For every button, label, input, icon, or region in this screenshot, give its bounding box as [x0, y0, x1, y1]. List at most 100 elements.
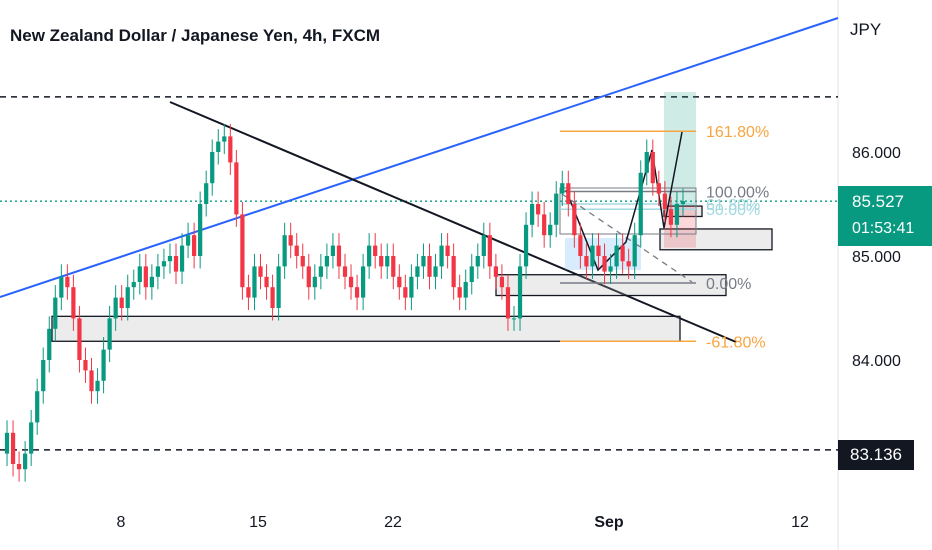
candle — [481, 235, 486, 256]
candle — [77, 318, 82, 360]
candle — [566, 183, 571, 204]
x-tick-label: 12 — [791, 514, 809, 531]
candle — [656, 183, 661, 194]
fibonacci-tool: 161.80% 100.00%61.80%50.00% 0.00% -61.80% — [51, 92, 773, 351]
candle — [433, 266, 438, 277]
candle — [336, 245, 342, 267]
candle — [644, 152, 649, 173]
candle — [354, 287, 360, 298]
candle — [421, 256, 426, 267]
candle — [83, 360, 88, 371]
candle — [367, 245, 372, 267]
candle — [89, 370, 94, 392]
candle — [4, 432, 10, 454]
candle — [324, 256, 330, 267]
current-price: 85.527 — [852, 192, 904, 211]
y-tick-label: 86.000 — [852, 145, 901, 162]
candle — [41, 360, 46, 392]
candle — [668, 209, 674, 225]
candle — [95, 380, 100, 392]
level-price-tag: 83.136 — [838, 440, 914, 470]
candle — [59, 276, 64, 298]
candle — [53, 297, 58, 329]
candle — [101, 349, 106, 381]
candle — [620, 245, 625, 262]
x-tick-label: 8 — [117, 514, 126, 531]
candle — [131, 282, 136, 288]
candle — [300, 256, 305, 267]
time-axis: 8 15 22 Sep 12 — [117, 514, 809, 531]
candle — [409, 276, 414, 298]
candle — [23, 453, 28, 470]
candle — [590, 245, 595, 267]
candle — [560, 183, 565, 194]
candle — [198, 204, 203, 256]
candle — [614, 245, 619, 267]
candle — [318, 266, 323, 277]
candle — [216, 141, 221, 152]
candle — [210, 152, 215, 184]
candle — [626, 261, 631, 267]
candle — [517, 266, 523, 319]
currency-unit: JPY — [850, 20, 882, 39]
candle — [403, 287, 408, 298]
trendlines — [0, 17, 839, 451]
fib-level-label: 100.00% — [706, 185, 769, 202]
chart-title: New Zealand Dollar / Japanese Yen, 4h, F… — [10, 26, 381, 45]
candle — [632, 235, 637, 267]
x-tick-label: 22 — [384, 514, 402, 531]
candle — [137, 266, 142, 282]
candle — [523, 224, 529, 267]
candle — [373, 245, 378, 256]
candle — [312, 276, 317, 288]
candle — [258, 266, 263, 277]
candle — [10, 432, 16, 464]
fib-level-label: 0.00% — [706, 276, 751, 293]
x-tick-label: Sep — [594, 514, 624, 531]
candle — [185, 235, 191, 246]
candle — [179, 245, 185, 272]
candle — [397, 276, 402, 288]
candle — [427, 256, 432, 277]
candle — [499, 276, 505, 288]
candle — [536, 204, 541, 215]
candle — [469, 266, 474, 282]
candle — [662, 193, 667, 210]
candle — [71, 287, 76, 319]
candle — [348, 276, 354, 288]
fib-level-label: 61.80% — [706, 197, 760, 214]
candle — [379, 256, 384, 267]
candle — [204, 183, 209, 204]
candle — [288, 235, 293, 246]
candle — [360, 266, 366, 298]
bar-countdown: 01:53:41 — [852, 220, 915, 237]
candle — [415, 266, 420, 277]
candle — [650, 152, 655, 184]
candle — [252, 266, 257, 298]
level-price: 83.136 — [850, 445, 902, 464]
y-tick-label: 85.000 — [852, 249, 901, 266]
candle — [35, 391, 40, 423]
candle — [457, 287, 462, 298]
profit-box — [664, 92, 696, 207]
candle — [505, 287, 511, 319]
candle — [674, 204, 680, 225]
candle — [228, 136, 233, 163]
candle — [161, 261, 167, 267]
candle — [119, 297, 124, 308]
candle — [608, 266, 613, 272]
candle — [584, 256, 589, 267]
candle — [680, 201, 686, 204]
candle — [306, 266, 311, 288]
candle — [143, 266, 148, 288]
candle — [463, 282, 468, 298]
candle — [548, 224, 553, 236]
candle — [572, 204, 577, 236]
falling-trendline — [169, 101, 737, 343]
candle — [282, 235, 287, 267]
candle — [638, 172, 643, 236]
candle — [167, 256, 173, 262]
candle — [439, 245, 444, 267]
candle — [125, 287, 130, 308]
